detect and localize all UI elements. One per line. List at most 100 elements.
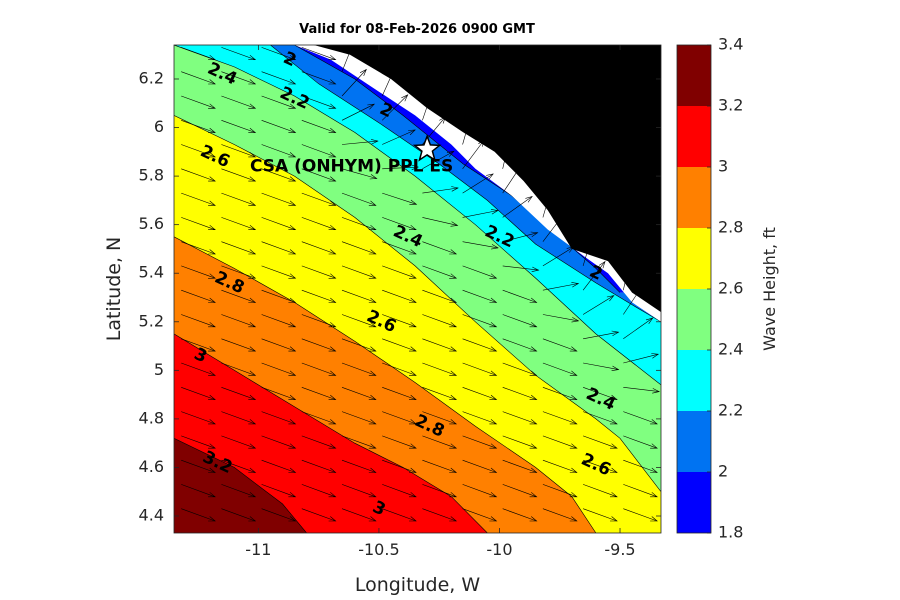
vector-arrowhead bbox=[248, 273, 257, 279]
vector-arrowhead bbox=[650, 467, 658, 473]
vector-arrow bbox=[181, 192, 216, 206]
colorbar-tick-label: 3.2 bbox=[718, 96, 743, 115]
y-tick-label: 4.8 bbox=[139, 408, 164, 427]
vector-arrowhead bbox=[208, 273, 216, 279]
vector-arrow bbox=[301, 168, 336, 182]
vector-arrow bbox=[542, 484, 577, 498]
vector-arrowhead bbox=[368, 467, 377, 473]
vector-arrowhead bbox=[449, 249, 458, 255]
vector-arrowhead bbox=[368, 346, 377, 352]
vector-arrow bbox=[623, 284, 644, 315]
vector-arrow bbox=[181, 289, 216, 303]
vector-arrowhead bbox=[569, 346, 578, 352]
vector-arrowhead bbox=[288, 370, 297, 376]
vector-arrow bbox=[542, 314, 579, 322]
vector-arrow bbox=[382, 459, 417, 473]
vector-arrowhead bbox=[446, 150, 455, 157]
vector-arrow bbox=[623, 459, 658, 473]
vector-arrow bbox=[181, 95, 216, 109]
vector-arrow bbox=[341, 338, 376, 352]
vector-arrow bbox=[301, 532, 303, 533]
vector-arrow bbox=[261, 387, 296, 400]
vector-arrowhead bbox=[328, 322, 337, 328]
vector-arrow bbox=[582, 484, 618, 498]
vector-arrowhead bbox=[409, 199, 418, 205]
vector-arrowhead bbox=[450, 221, 459, 227]
vector-arrowhead bbox=[248, 346, 257, 352]
vector-arrow bbox=[341, 45, 353, 72]
colorbar-tick-label: 1.8 bbox=[718, 523, 743, 542]
vector-arrowhead bbox=[368, 370, 377, 376]
vector-arrowhead bbox=[449, 419, 458, 425]
vector-arrow bbox=[181, 362, 216, 376]
vector-arrowhead bbox=[409, 297, 417, 303]
vector-arrowhead bbox=[288, 541, 295, 546]
vector-arrow bbox=[382, 217, 417, 230]
vector-arrow bbox=[261, 95, 296, 109]
vector-arrow bbox=[341, 217, 376, 230]
vector-arrowhead bbox=[391, 62, 398, 71]
vector-arrowhead bbox=[248, 297, 257, 303]
vector-arrowhead bbox=[650, 492, 658, 498]
x-tick-label: -10.5 bbox=[358, 540, 399, 559]
vector-arrowhead bbox=[570, 541, 577, 546]
vector-arrow bbox=[221, 217, 256, 230]
colorbar-swatch bbox=[677, 167, 711, 228]
vector-arrow bbox=[422, 187, 459, 194]
vector-arrowhead bbox=[451, 186, 459, 192]
vector-arrow bbox=[181, 387, 216, 400]
vector-arrow bbox=[261, 168, 296, 182]
vector-arrow bbox=[382, 435, 417, 449]
vector-arrowhead bbox=[409, 249, 417, 255]
vector-arrow bbox=[462, 459, 497, 473]
vector-arrow bbox=[181, 168, 216, 182]
vector-arrow bbox=[301, 484, 336, 498]
vector-arrowhead bbox=[354, 45, 356, 46]
vector-arrow bbox=[261, 144, 296, 158]
vector-arrow bbox=[221, 387, 256, 400]
vector-arrow bbox=[502, 289, 537, 303]
x-tick-label: -11 bbox=[245, 540, 271, 559]
y-tick-label: 5.6 bbox=[139, 214, 164, 233]
vector-arrow bbox=[382, 484, 417, 498]
vector-arrow bbox=[181, 435, 216, 449]
vector-arrow bbox=[462, 362, 497, 376]
vector-arrow bbox=[341, 265, 376, 279]
vector-arrowhead bbox=[569, 443, 578, 449]
vector-arrow bbox=[381, 94, 408, 121]
vector-arrow bbox=[582, 508, 618, 522]
vector-arrow bbox=[462, 338, 497, 352]
vector-arrowhead bbox=[409, 443, 417, 449]
vector-arrowhead bbox=[489, 273, 498, 279]
y-tick-label: 4.6 bbox=[139, 457, 164, 476]
vector-arrowhead bbox=[288, 152, 297, 158]
vector-arrow bbox=[341, 314, 376, 328]
vector-arrow bbox=[221, 362, 256, 376]
vector-arrowhead bbox=[328, 273, 337, 279]
vector-arrow bbox=[261, 484, 296, 498]
vector-arrow bbox=[542, 532, 544, 533]
vector-arrowhead bbox=[248, 492, 257, 498]
vector-arrow bbox=[301, 265, 336, 279]
vector-arrow bbox=[462, 109, 473, 145]
vector-arrow bbox=[341, 140, 378, 145]
vector-arrowhead bbox=[569, 419, 578, 425]
vector-arrow bbox=[462, 484, 497, 498]
vector-arrow bbox=[542, 459, 577, 473]
vector-arrow bbox=[261, 508, 296, 522]
vector-arrowhead bbox=[208, 176, 216, 182]
vector-arrowhead bbox=[569, 516, 578, 522]
vector-arrow bbox=[221, 314, 256, 328]
vector-arrowhead bbox=[569, 394, 578, 400]
vector-arrowhead bbox=[288, 127, 297, 133]
vector-arrow bbox=[582, 231, 594, 266]
vector-arrowhead bbox=[489, 346, 498, 352]
vector-arrowhead bbox=[489, 322, 498, 328]
band-2.2 bbox=[174, 45, 661, 533]
vector-arrowhead bbox=[490, 209, 499, 215]
vector-arrow bbox=[542, 508, 577, 522]
vector-arrowhead bbox=[288, 322, 297, 328]
vector-arrowhead bbox=[368, 492, 377, 498]
vector-arrowhead bbox=[449, 492, 458, 498]
vector-arrowhead bbox=[571, 282, 580, 288]
